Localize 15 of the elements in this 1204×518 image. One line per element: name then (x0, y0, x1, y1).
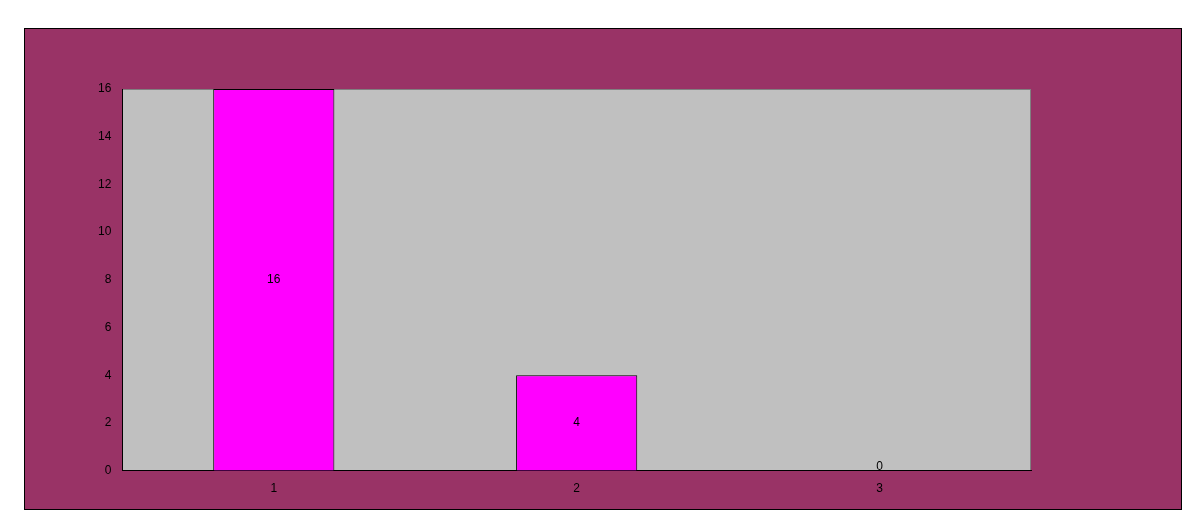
y-tick-label: 12 (97, 176, 112, 191)
x-tick-label: 3 (876, 481, 884, 496)
x-tick-label: 1 (270, 481, 278, 496)
y-tick-label: 6 (104, 319, 112, 334)
y-tick-label: 4 (104, 367, 112, 382)
data-label: 4 (573, 415, 581, 430)
y-tick-label: 14 (97, 129, 112, 144)
y-tick-label: 2 (104, 415, 112, 430)
y-tick-label: 10 (97, 224, 112, 239)
y-tick-label: 0 (104, 462, 112, 477)
y-tick-label: 16 (97, 81, 112, 96)
x-tick-label: 2 (573, 481, 581, 496)
y-tick-label: 8 (104, 272, 112, 287)
data-label: 16 (267, 272, 281, 287)
data-label: 0 (876, 458, 884, 473)
